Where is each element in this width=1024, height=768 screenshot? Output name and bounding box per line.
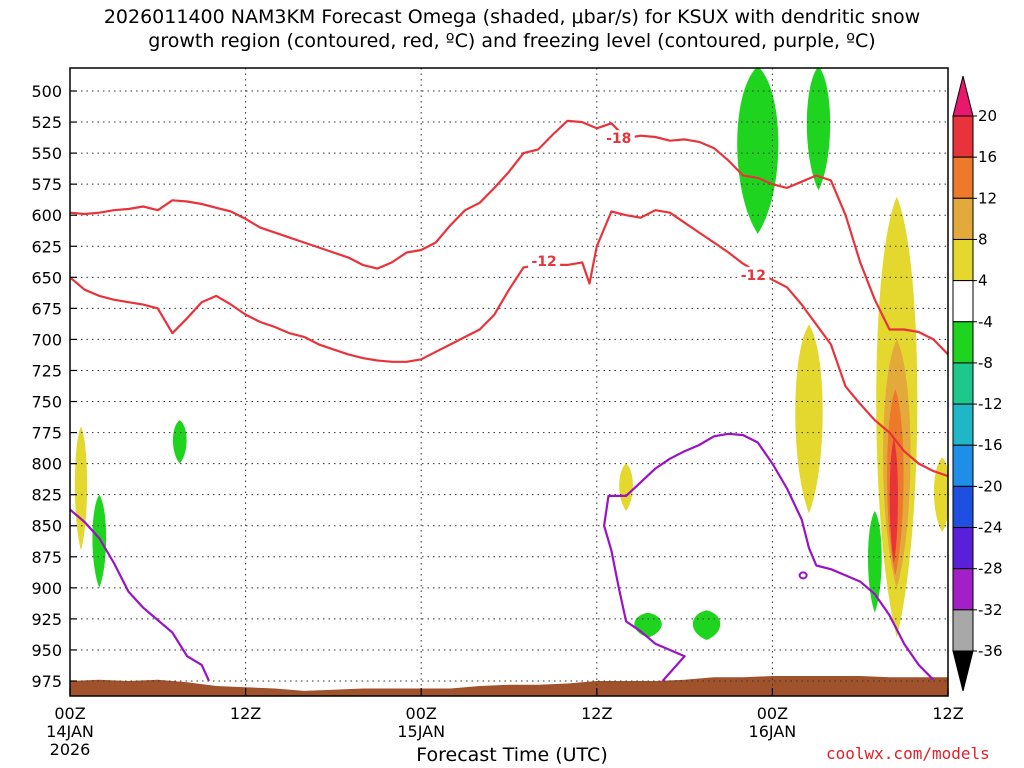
- y-tick-label: 500: [31, 82, 62, 101]
- x-tick-date-label: 16JAN: [749, 722, 797, 741]
- colorbar-label: -20: [978, 477, 1003, 495]
- y-tick-label: 600: [31, 206, 62, 225]
- colorbar-bin: [952, 609, 974, 652]
- y-tick-label: 775: [31, 424, 62, 443]
- colorbar-top-arrow: [952, 75, 974, 117]
- colorbar-label: 20: [978, 107, 997, 125]
- contour-line-1: [70, 119, 948, 356]
- colorbar-bin: [952, 156, 974, 199]
- colorbar-bin: [952, 280, 974, 323]
- contour-label-bg: [737, 266, 770, 283]
- colorbar-bin: [952, 403, 974, 446]
- contour-line-3: [70, 508, 211, 682]
- contour-label: -18: [606, 131, 631, 147]
- contour-label-bg: [528, 253, 561, 270]
- y-tick-label: 650: [31, 268, 62, 287]
- omega-shaded-region-3: [172, 420, 187, 464]
- colorbar-bin: [952, 238, 974, 282]
- y-tick-label: 800: [31, 455, 62, 474]
- y-tick-label: 675: [31, 299, 62, 318]
- colorbar-bin: [952, 115, 974, 158]
- y-tick-label: 750: [31, 393, 62, 412]
- omega-shaded-region-7: [737, 68, 779, 234]
- y-tick-label: 825: [31, 486, 62, 505]
- plot-frame: [69, 67, 949, 697]
- omega-shaded-region-5: [634, 612, 662, 638]
- x-tick-label: 00Z: [406, 704, 437, 723]
- colorbar-label: 4: [978, 272, 988, 290]
- x-tick-label: 12Z: [581, 704, 612, 723]
- y-tick-label: 725: [31, 361, 62, 380]
- colorbar-label: 16: [978, 148, 997, 166]
- colorbar-label: -32: [978, 601, 1003, 619]
- colorbar-bin: [952, 444, 974, 487]
- colorbar-label: -28: [978, 560, 1003, 578]
- colorbar-label: -36: [978, 642, 1003, 660]
- chart-title-line2: growth region (contoured, red, ºC) and f…: [148, 30, 876, 52]
- colorbar-label: -4: [978, 313, 993, 331]
- freezing-level-small-contour: [798, 571, 808, 580]
- x-tick-label: 00Z: [757, 704, 788, 723]
- x-tick-label: 00Z: [54, 704, 85, 723]
- colorbar-bin: [952, 485, 974, 529]
- colorbar-bin: [952, 197, 974, 240]
- y-tick-label: 925: [31, 610, 62, 629]
- y-tick-label: 575: [31, 175, 62, 194]
- x-tick-label: 12Z: [230, 704, 261, 723]
- chart-title-line1: 2026011400 NAM3KM Forecast Omega (shaded…: [103, 6, 921, 28]
- colorbar-label: -24: [978, 519, 1003, 537]
- omega-shaded-region-8: [806, 68, 831, 191]
- x-tick-date-label: 14JAN: [46, 722, 94, 741]
- contour-label: -12: [741, 268, 766, 284]
- colorbar-bin: [952, 321, 974, 364]
- credit-text: coolwx.com/models: [826, 744, 990, 763]
- y-tick-label: 900: [31, 579, 62, 598]
- y-tick-label: 950: [31, 641, 62, 660]
- colorbar-label: -12: [978, 395, 1003, 413]
- colorbar-label: 12: [978, 189, 997, 207]
- colorbar-bin: [952, 527, 974, 570]
- contour-label: -12: [531, 254, 556, 270]
- y-tick-label: 975: [31, 672, 62, 691]
- x-axis-title: Forecast Time (UTC): [416, 744, 608, 766]
- y-tick-label: 850: [31, 517, 62, 536]
- contour-line-2: [70, 209, 948, 478]
- contour-label-bg: [602, 130, 635, 147]
- x-tick-label: 12Z: [932, 704, 963, 723]
- colorbar-bottom-arrow: [952, 650, 974, 692]
- colorbar-bin: [952, 568, 974, 611]
- omega-shaded-region-1: [74, 426, 88, 551]
- omega-shaded-region-4: [619, 463, 633, 511]
- omega-shaded-region-2: [92, 494, 107, 588]
- y-tick-label: 700: [31, 330, 62, 349]
- y-tick-label: 625: [31, 237, 62, 256]
- omega-shaded-region-10: [867, 510, 882, 613]
- colorbar-label: -8: [978, 354, 993, 372]
- omega-shaded-region-14: [889, 438, 898, 563]
- colorbar-label: -16: [978, 436, 1003, 454]
- colorbar-bin: [952, 362, 974, 405]
- contour-line-4: [603, 432, 935, 682]
- y-tick-label: 550: [31, 144, 62, 163]
- omega-shaded-region-6: [692, 610, 721, 641]
- terrain-fill: [70, 676, 948, 696]
- omega-shaded-region-9: [795, 324, 823, 514]
- colorbar-label: 8: [978, 230, 988, 248]
- y-tick-label: 525: [31, 113, 62, 132]
- x-tick-date-label: 15JAN: [397, 722, 445, 741]
- x-tick-year-label: 2026: [50, 740, 91, 759]
- y-tick-label: 875: [31, 548, 62, 567]
